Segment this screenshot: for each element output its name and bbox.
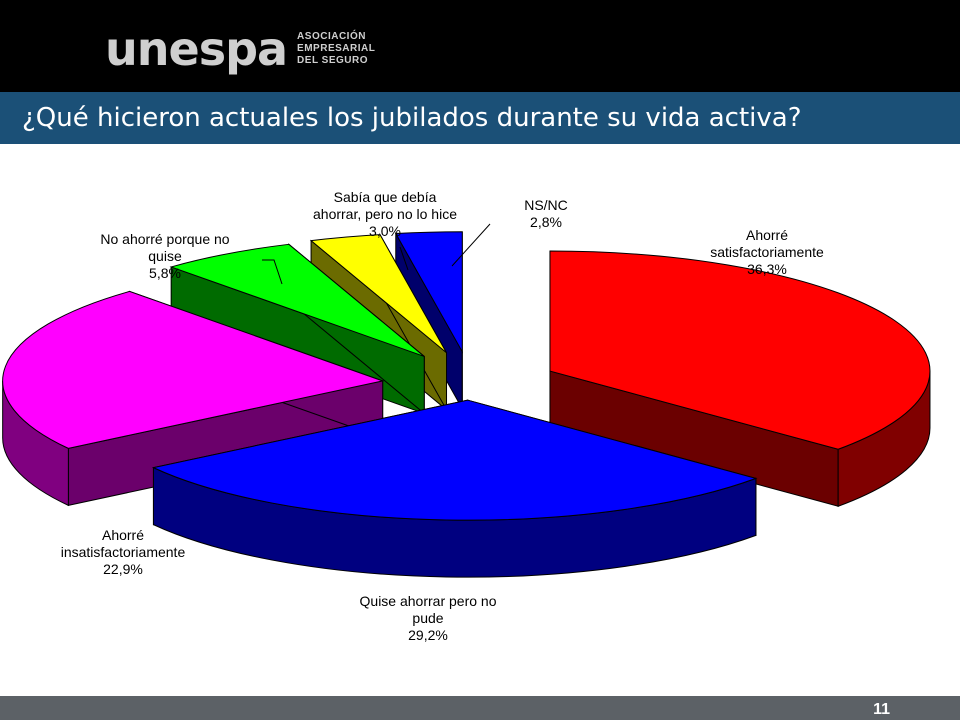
logo-subtitle: ASOCIACIÓN EMPRESARIAL DEL SEGURO xyxy=(297,31,375,67)
pie-slice-name-label: satisfactoriamente xyxy=(710,244,824,260)
footer-bar: 11 xyxy=(0,696,960,720)
pie-slice-value-label: 5,8% xyxy=(149,265,181,281)
pie-slice-name-label: pude xyxy=(412,610,443,626)
slide-title: ¿Qué hicieron actuales los jubilados dur… xyxy=(22,103,802,133)
pie-slice-name-label: quise xyxy=(148,248,182,264)
pie-slice-name-label: insatisfactoriamente xyxy=(61,544,186,560)
pie-slice-name-label: ahorrar, pero no lo hice xyxy=(313,206,457,222)
pie-slice-top xyxy=(309,234,447,354)
pie-slice-name-label: NS/NC xyxy=(524,197,568,213)
pie-chart: Ahorré satisfactoriamente 36,3%Quise ahorr… xyxy=(2,189,931,643)
pie-3d-group xyxy=(2,231,931,578)
pie-slice-label: Ahorré satisfactoriamente 36,3% xyxy=(710,227,824,277)
pie-slice-name-label: No ahorré porque no xyxy=(100,231,229,247)
unespa-logo: unespa ASOCIACIÓN EMPRESARIAL DEL SEGURO xyxy=(105,24,375,74)
pie-slice-top xyxy=(394,231,463,354)
pie-slice-value-label: 3,0% xyxy=(369,223,401,239)
pie-leader-line xyxy=(399,246,409,271)
pie-slice-value-label: 22,9% xyxy=(103,561,143,577)
pie-slice-value-label: 29,2% xyxy=(408,627,448,643)
pie-slice-top xyxy=(549,250,931,450)
header-bar: unespa ASOCIACIÓN EMPRESARIAL DEL SEGURO xyxy=(0,0,960,92)
pie-slice-top xyxy=(151,399,758,521)
pie-slice-name-label: Sabía que debía xyxy=(334,189,437,205)
pie-slice-value-label: 2,8% xyxy=(530,214,562,230)
pie-slice-top xyxy=(169,243,425,357)
pie-leader-line xyxy=(262,259,283,285)
logo-wordmark: unespa xyxy=(105,22,288,76)
pie-slice-name-label: Quise ahorrar pero no xyxy=(360,593,497,609)
pie-slice-label: Sabía que debía ahorrar, pero no lo hice 3… xyxy=(313,189,457,239)
pie-slice-value-label: 36,3% xyxy=(747,261,787,277)
pie-slice-name-label: Ahorré xyxy=(102,527,144,543)
logo-subtitle-line: DEL SEGURO xyxy=(297,55,368,66)
pie-slice-label: Quise ahorrar pero no pude 29,2% xyxy=(360,593,497,643)
pie-slice-top xyxy=(2,290,385,449)
page-number: 11 xyxy=(873,701,890,718)
logo-subtitle-line: EMPRESARIAL xyxy=(297,43,376,54)
pie-slice-name-label: Ahorré xyxy=(746,227,788,243)
pie-slice-label: Ahorré insatisfactoriamente 22,9% xyxy=(61,527,186,577)
logo-subtitle-line: ASOCIACIÓN xyxy=(297,31,366,42)
title-bar: ¿Qué hicieron actuales los jubilados dur… xyxy=(0,92,960,144)
pie-slice-label: NS/NC 2,8% xyxy=(524,197,568,230)
pie-leader-line xyxy=(451,223,491,267)
pie-slice-label: No ahorré porque no quise 5,8% xyxy=(100,231,229,281)
